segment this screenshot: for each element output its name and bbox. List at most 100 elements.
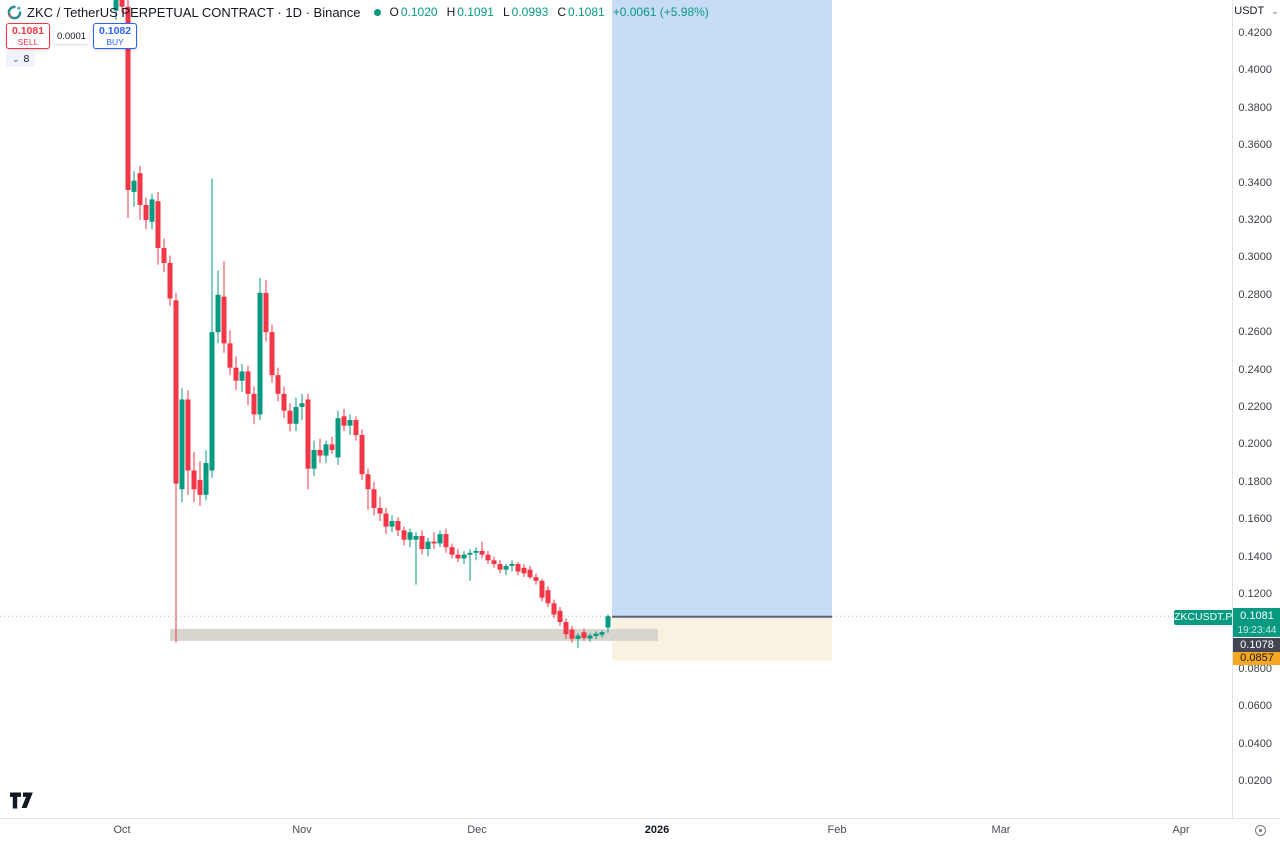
candle-body <box>143 204 149 220</box>
gray-band-rectangle <box>170 628 658 641</box>
highlight-region-blue <box>612 0 832 617</box>
time-tick-label: Apr <box>1172 824 1190 836</box>
candle-body <box>593 633 599 637</box>
candle-body <box>335 418 341 458</box>
buy-price: 0.1082 <box>99 25 132 37</box>
candle-body <box>149 199 155 222</box>
candle-body <box>437 534 443 544</box>
ohlc-low: L 0.0993 <box>502 5 549 19</box>
candle-body <box>257 292 263 415</box>
price-axis[interactable]: USDT ⌄ 0.4200 0.4000 0.3800 0.3600 0.3400 0.3… <box>1232 0 1280 818</box>
candle-body <box>125 6 131 191</box>
ohlc-close: C 0.1081 <box>557 5 605 19</box>
candlestick-chart[interactable] <box>0 0 1232 818</box>
candle-body <box>179 399 185 490</box>
spread-value: 0.0001 <box>54 28 90 44</box>
candle-body <box>233 367 239 381</box>
chip-count: 8 <box>23 53 30 65</box>
candle-body <box>509 564 515 566</box>
price-tick-label: 0.2200 <box>1238 400 1272 413</box>
price-tick-label: 0.0400 <box>1238 737 1272 750</box>
candle-body <box>515 564 521 572</box>
candle-body <box>503 565 509 570</box>
price-tick-label: 0.3800 <box>1238 101 1272 114</box>
price-tick-label: 0.2400 <box>1238 363 1272 376</box>
candle-body <box>485 554 491 561</box>
candle-body <box>191 470 197 490</box>
candle-body <box>539 580 545 598</box>
candle-body <box>569 629 575 639</box>
candle-body <box>491 560 497 565</box>
candle-body <box>293 406 299 424</box>
candle-body <box>533 577 539 581</box>
price-tick-label: 0.2000 <box>1238 438 1272 451</box>
time-tick-label: Feb <box>827 824 847 836</box>
candle-body <box>443 534 449 548</box>
candle-body <box>389 521 395 527</box>
timezone-settings-icon[interactable] <box>1255 825 1266 836</box>
candle-body <box>521 567 527 574</box>
symbol-title[interactable]: ZKC / TetherUS PERPETUAL CONTRACT · 1D ·… <box>27 4 361 20</box>
candle-body <box>413 535 419 540</box>
candle-body <box>401 530 407 540</box>
ohlc-high: H 0.1091 <box>446 5 494 19</box>
candle-body <box>197 479 203 495</box>
ohlc-open: O 0.1020 <box>389 5 438 19</box>
price-tick-label: 0.3600 <box>1238 139 1272 152</box>
price-tick-label: 0.0600 <box>1238 700 1272 713</box>
sell-price: 0.1081 <box>11 25 45 37</box>
candle-body <box>287 410 293 424</box>
candle-body <box>269 332 275 376</box>
candle-body <box>185 399 191 471</box>
price-tick-label: 0.3400 <box>1238 176 1272 189</box>
candle-body <box>371 489 377 508</box>
candle-body <box>113 0 119 11</box>
price-tick-label: 0.0200 <box>1238 774 1272 787</box>
candle-body <box>263 292 269 333</box>
candle-body <box>281 393 287 411</box>
price-tick-label: 0.4000 <box>1238 64 1272 77</box>
orange-level-tag: 0.0857 <box>1233 652 1280 665</box>
candle-body <box>245 371 251 394</box>
currency-selector[interactable]: USDT ⌄ <box>1233 5 1280 17</box>
candle-body <box>479 550 485 555</box>
time-tick-label: Oct <box>113 824 131 836</box>
time-tick-label: Nov <box>292 824 312 836</box>
candle-body <box>605 616 611 628</box>
chart-plot-area[interactable]: ZKC / TetherUS PERPETUAL CONTRACT · 1D ·… <box>0 0 1232 818</box>
candle-body <box>395 521 401 531</box>
candle-body <box>353 420 359 435</box>
chart-legend: ZKC / TetherUS PERPETUAL CONTRACT · 1D ·… <box>7 3 709 21</box>
price-tick-label: 0.2800 <box>1238 288 1272 301</box>
candle-body <box>227 343 233 368</box>
price-tick-label: 0.1200 <box>1238 587 1272 600</box>
chevron-down-icon: ⌄ <box>12 54 20 64</box>
candle-body <box>221 296 227 344</box>
price-tick-label: 0.4200 <box>1238 26 1272 39</box>
candle-body <box>527 569 533 578</box>
sell-label: SELL <box>17 37 39 47</box>
price-change: +0.0061 (+5.98%) <box>612 5 709 19</box>
tradingview-logo[interactable] <box>10 792 34 814</box>
candle-body <box>359 434 365 475</box>
candle-body <box>347 420 353 426</box>
candle-body <box>173 300 179 484</box>
price-tick-label: 0.1800 <box>1238 475 1272 488</box>
price-tick-label: 0.3200 <box>1238 213 1272 226</box>
candle-body <box>557 610 563 623</box>
sell-button[interactable]: 0.1081 SELL <box>6 23 50 49</box>
legend-collapse-chip[interactable]: ⌄ 8 <box>6 51 36 67</box>
candle-body <box>275 375 281 394</box>
price-tick-label: 0.2600 <box>1238 326 1272 339</box>
buy-button[interactable]: 0.1082 BUY <box>93 23 138 49</box>
order-panel: 0.1081 SELL 0.0001 0.1082 BUY <box>6 23 138 49</box>
candle-body <box>311 449 317 469</box>
time-axis[interactable]: Oct Nov Dec 2026 Feb Mar Apr <box>0 818 1280 841</box>
candle-body <box>449 547 455 555</box>
symbol-logo-icon <box>7 5 22 19</box>
candle-body <box>203 463 209 495</box>
market-status-icon[interactable] <box>373 8 381 16</box>
candle-body <box>455 554 461 559</box>
candle-body <box>329 444 335 450</box>
